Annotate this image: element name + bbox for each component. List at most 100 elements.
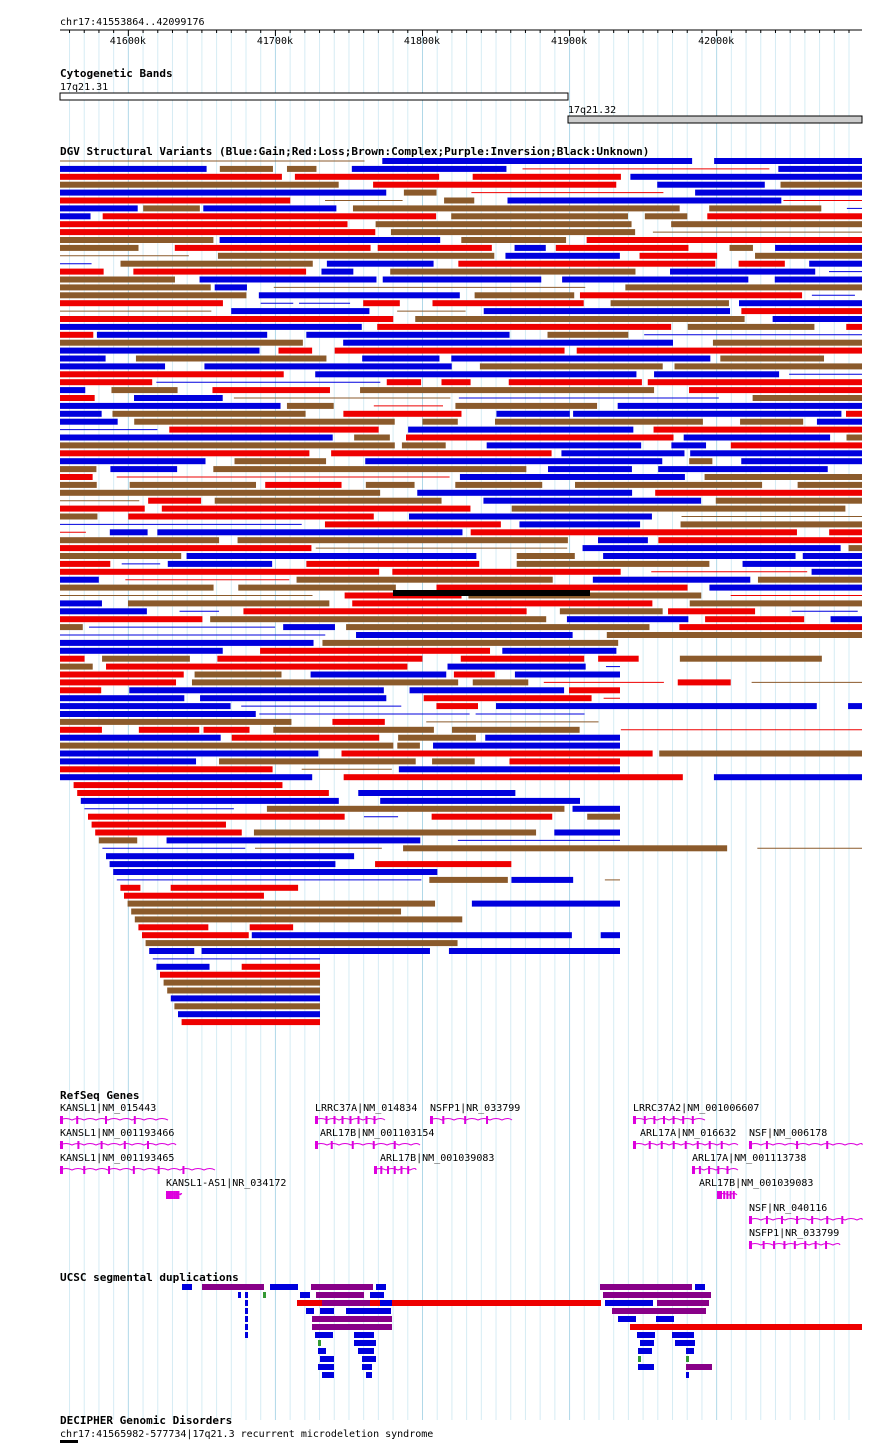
dgv-variant-bar[interactable] [214, 497, 442, 504]
dgv-variant-bar[interactable] [582, 545, 841, 552]
dgv-variant-bar[interactable] [60, 323, 362, 330]
dgv-variant-bar[interactable] [406, 434, 674, 441]
dgv-variant-bar[interactable] [129, 481, 257, 488]
dgv-variant-bar[interactable] [848, 703, 862, 710]
dgv-variant-bar[interactable] [149, 948, 195, 954]
dgv-variant-bar[interactable] [403, 845, 728, 852]
dgv-variant-bar[interactable] [60, 560, 111, 567]
dgv-variant-bar[interactable] [60, 466, 97, 473]
dgv-variant-bar[interactable] [483, 308, 731, 315]
dgv-variant-bar[interactable] [134, 395, 223, 401]
dgv-variant-bar[interactable] [398, 734, 476, 741]
segdup-bar[interactable] [311, 1284, 373, 1290]
dgv-variant-bar[interactable] [60, 734, 221, 741]
dgv-variant-bar[interactable] [102, 213, 437, 220]
dgv-variant-bar[interactable] [167, 987, 320, 994]
dgv-variant-bar[interactable] [134, 916, 463, 923]
segdup-bar[interactable] [238, 1292, 241, 1298]
dgv-variant-bar[interactable] [60, 639, 314, 646]
dgv-variant-bar[interactable] [436, 703, 479, 710]
dgv-variant-bar[interactable] [296, 576, 553, 583]
segdup-bar[interactable] [315, 1332, 333, 1338]
dgv-variant-bar[interactable] [573, 410, 842, 417]
dgv-variant-bar[interactable] [603, 553, 796, 559]
dgv-variant-bar[interactable] [60, 584, 214, 591]
dgv-variant-bar[interactable] [60, 268, 104, 275]
dgv-variant-bar[interactable] [106, 663, 408, 670]
dgv-variant-bar[interactable] [60, 726, 102, 733]
dgv-variant-bar[interactable] [617, 402, 862, 409]
dgv-variant-bar[interactable] [243, 608, 527, 615]
segdup-bar[interactable] [318, 1340, 321, 1346]
dgv-variant-bar[interactable] [600, 932, 620, 939]
dgv-variant-bar[interactable] [432, 758, 475, 765]
segdup-bar[interactable] [245, 1316, 248, 1322]
dgv-variant-bar[interactable] [249, 924, 294, 931]
refseq-gene[interactable] [748, 1241, 841, 1249]
dgv-variant-bar[interactable] [60, 197, 291, 204]
dgv-variant-bar[interactable] [458, 260, 716, 267]
cytoband-17q21-32[interactable] [567, 115, 863, 124]
dgv-variant-bar[interactable] [286, 165, 317, 172]
dgv-variant-bar[interactable] [554, 829, 620, 836]
dgv-variant-bar[interactable] [60, 379, 153, 386]
segdup-bar[interactable] [612, 1308, 706, 1314]
dgv-variant-bar[interactable] [511, 876, 574, 883]
dgv-variant-bar[interactable] [60, 663, 93, 670]
dgv-variant-bar[interactable] [797, 481, 862, 488]
dgv-variant-bar[interactable] [579, 292, 803, 299]
dgv-variant-bar[interactable] [237, 537, 568, 544]
dgv-variant-bar[interactable] [566, 616, 689, 623]
dgv-variant-bar[interactable] [451, 213, 628, 220]
dgv-variant-bar[interactable] [494, 418, 703, 425]
dgv-variant-bar[interactable] [343, 339, 673, 346]
dgv-variant-bar[interactable] [709, 205, 822, 212]
dgv-variant-bar[interactable] [60, 489, 381, 496]
dgv-variant-bar[interactable] [739, 300, 862, 307]
dgv-variant-bar[interactable] [60, 758, 197, 765]
dgv-variant-bar[interactable] [447, 663, 586, 670]
dgv-variant-bar[interactable] [592, 576, 751, 583]
dgv-variant-bar[interactable] [720, 355, 825, 362]
dgv-variant-bar[interactable] [625, 284, 862, 291]
segdup-bar[interactable] [686, 1372, 689, 1378]
segdup-bar[interactable] [354, 1340, 376, 1346]
segdup-bar[interactable] [306, 1308, 314, 1314]
dgv-variant-bar[interactable] [174, 244, 371, 251]
dgv-variant-bar[interactable] [668, 608, 756, 615]
dgv-variant-bar[interactable] [485, 734, 620, 741]
dgv-variant-bar[interactable] [170, 995, 320, 1002]
dgv-variant-bar[interactable] [60, 608, 147, 615]
dgv-variant-bar[interactable] [474, 292, 575, 299]
segdup-bar[interactable] [312, 1316, 392, 1322]
dgv-variant-bar[interactable] [178, 1011, 320, 1018]
dgv-variant-bar[interactable] [145, 940, 458, 947]
dgv-variant-bar[interactable] [432, 300, 584, 307]
dgv-variant-bar[interactable] [436, 584, 688, 591]
dgv-variant-bar[interactable] [586, 237, 862, 243]
dgv-variant-bar[interactable] [730, 442, 862, 449]
segdup-bar[interactable] [297, 1300, 601, 1306]
dgv-variant-bar[interactable] [60, 181, 339, 188]
segdup-bar[interactable] [202, 1284, 264, 1290]
refseq-gene[interactable] [716, 1191, 738, 1199]
dgv-variant-bar[interactable] [306, 331, 510, 338]
dgv-variant-bar[interactable] [204, 363, 452, 370]
dgv-variant-bar[interactable] [671, 442, 707, 449]
dgv-variant-bar[interactable] [332, 718, 385, 725]
dgv-variant-bar[interactable] [774, 276, 862, 283]
dgv-variant-bar[interactable] [375, 221, 632, 228]
refseq-gene[interactable] [314, 1116, 386, 1124]
refseq-gene[interactable] [59, 1116, 169, 1124]
dgv-variant-bar[interactable] [167, 560, 273, 567]
dgv-variant-bar[interactable] [106, 853, 355, 860]
segdup-bar[interactable] [600, 1284, 692, 1290]
dgv-variant-bar[interactable] [547, 331, 629, 338]
dgv-variant-bar[interactable] [472, 679, 529, 686]
dgv-variant-bar[interactable] [60, 687, 102, 694]
dgv-variant-bar[interactable] [705, 616, 805, 623]
dgv-variant-bar[interactable] [598, 655, 639, 662]
dgv-variant-bar[interactable] [95, 829, 242, 836]
dgv-variant-bar[interactable] [60, 576, 99, 583]
dgv-variant-bar[interactable] [352, 205, 680, 212]
